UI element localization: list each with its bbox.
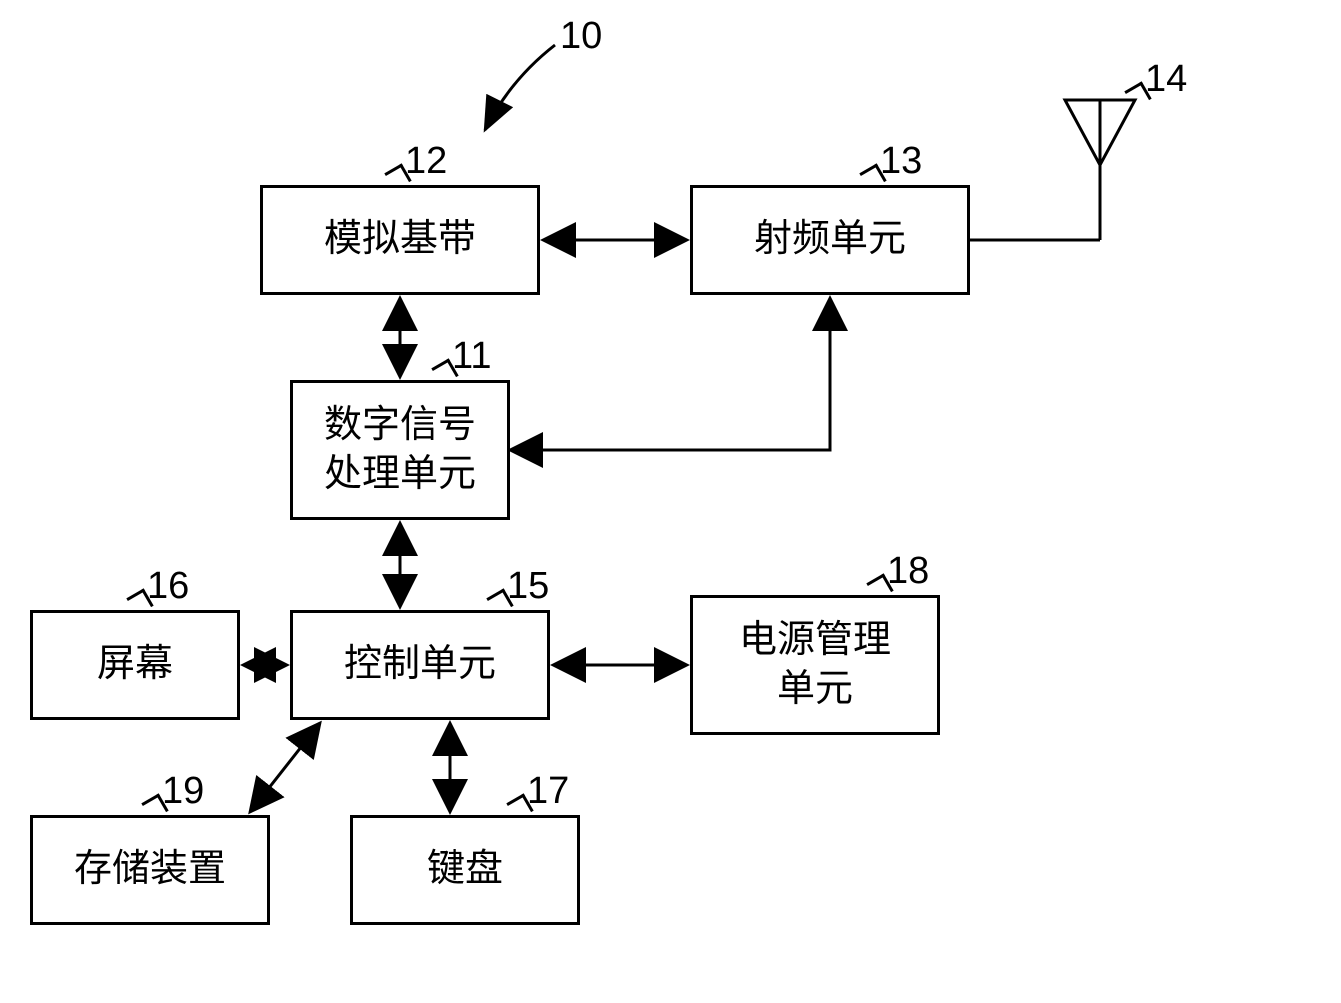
diagram-ref-label: 10: [560, 15, 602, 58]
ref-label-19: 19: [162, 770, 204, 813]
block-label: 数字信号 处理单元: [324, 401, 476, 500]
block-keyboard: 键盘: [350, 815, 580, 925]
block-label: 电源管理 单元: [739, 616, 891, 715]
block-rf-unit: 射频单元: [690, 185, 970, 295]
ref-label-14: 14: [1145, 58, 1187, 101]
block-label: 键盘: [427, 845, 503, 894]
block-label: 模拟基带: [324, 215, 476, 264]
ref-label-15: 15: [507, 565, 549, 608]
ref-label-11: 11: [452, 335, 491, 378]
block-dsp-unit: 数字信号 处理单元: [290, 380, 510, 520]
ref-label-17: 17: [527, 770, 569, 813]
block-screen: 屏幕: [30, 610, 240, 720]
ref-label-12: 12: [405, 140, 447, 183]
block-storage: 存储装置: [30, 815, 270, 925]
ref-label-13: 13: [880, 140, 922, 183]
block-analog-baseband: 模拟基带: [260, 185, 540, 295]
block-label: 存储装置: [74, 845, 226, 894]
ref-label-18: 18: [887, 550, 929, 593]
block-power-mgmt: 电源管理 单元: [690, 595, 940, 735]
block-label: 控制单元: [344, 640, 496, 689]
block-label: 射频单元: [754, 215, 906, 264]
ref-label-16: 16: [147, 565, 189, 608]
block-label: 屏幕: [97, 640, 173, 689]
block-control-unit: 控制单元: [290, 610, 550, 720]
